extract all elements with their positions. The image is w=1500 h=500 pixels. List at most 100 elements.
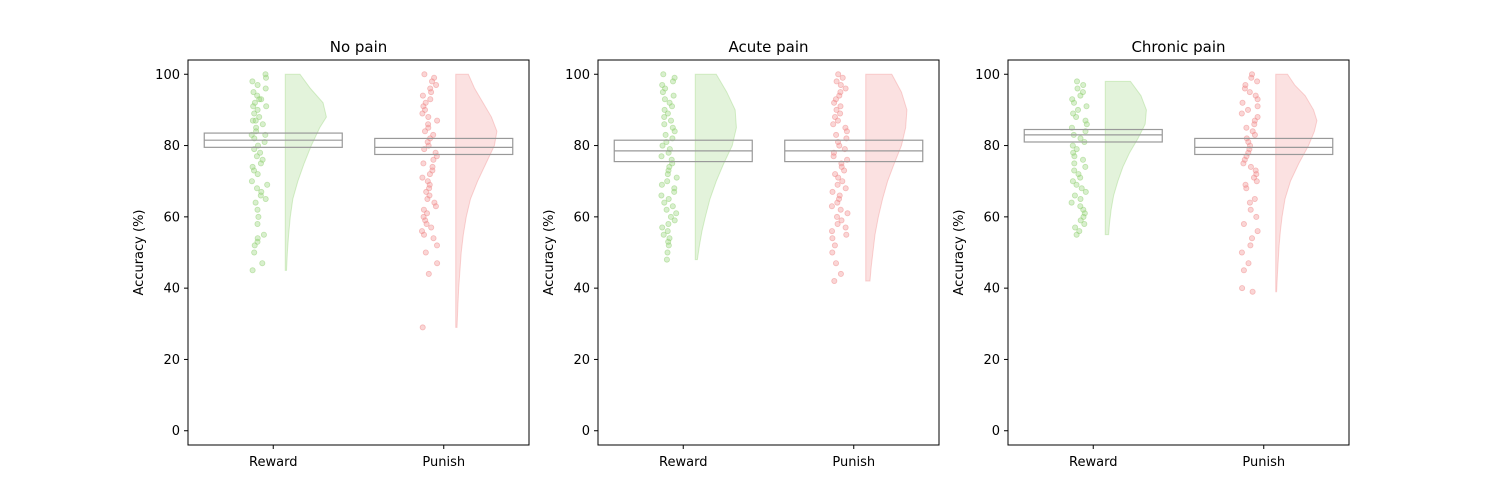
data-point (1240, 267, 1247, 274)
data-point (1082, 163, 1089, 170)
data-point (837, 270, 844, 277)
data-point (425, 270, 432, 277)
data-point (1083, 103, 1090, 110)
data-point (834, 199, 841, 206)
y-tick-label: 60 (163, 210, 180, 225)
chart-title: No pain (330, 38, 388, 56)
data-point (659, 142, 666, 149)
data-point (671, 128, 678, 135)
data-point (833, 131, 840, 138)
y-tick-label: 0 (172, 424, 180, 439)
data-point (251, 249, 258, 256)
data-point (843, 231, 850, 238)
data-point (1247, 206, 1254, 213)
data-point (426, 171, 433, 178)
y-tick-label: 100 (975, 68, 1000, 83)
plot-frame (1007, 59, 1350, 446)
chart-title: Chronic pain (1131, 38, 1225, 56)
data-point (263, 103, 270, 110)
data-point (835, 174, 842, 181)
data-point (1240, 220, 1247, 227)
data-point (254, 82, 261, 89)
data-point (251, 110, 258, 117)
data-point (1245, 106, 1252, 113)
data-point (843, 128, 850, 135)
data-point (428, 89, 435, 96)
data-point (1240, 160, 1247, 167)
data-point (420, 231, 427, 238)
data-point (1073, 146, 1080, 153)
y-tick-label: 40 (573, 282, 590, 297)
data-point (659, 89, 666, 96)
data-point (830, 121, 837, 128)
data-point (839, 178, 846, 185)
data-point (1073, 181, 1080, 188)
data-point (1081, 220, 1088, 227)
data-point (1071, 153, 1078, 160)
data-point (1083, 121, 1090, 128)
data-point (250, 89, 257, 96)
data-point (671, 188, 678, 195)
data-point (673, 174, 680, 181)
data-point (427, 96, 434, 103)
data-point (1254, 96, 1261, 103)
data-point (1251, 131, 1258, 138)
plot-frame (597, 59, 940, 446)
data-point (834, 181, 841, 188)
data-point (837, 103, 844, 110)
data-point (660, 71, 667, 78)
data-point (258, 96, 265, 103)
data-point (1243, 185, 1250, 192)
data-point (1254, 78, 1261, 85)
data-point (428, 224, 435, 231)
data-point (664, 178, 671, 185)
data-point (434, 117, 441, 124)
chart-panel-2: Chronic pain Accuracy (%) 0 20 40 60 80 100 Rewa… (952, 38, 1350, 470)
data-point (264, 181, 271, 188)
data-point (421, 128, 428, 135)
y-tick-label: 40 (163, 282, 180, 297)
data-point (663, 206, 670, 213)
data-point (1239, 285, 1246, 292)
data-point (673, 210, 680, 217)
data-point (420, 160, 427, 167)
data-point (1080, 156, 1087, 163)
data-point (257, 160, 264, 167)
data-point (665, 220, 672, 227)
data-point (1239, 99, 1246, 106)
y-axis-label: Accuracy (%) (132, 210, 147, 296)
data-point (1077, 195, 1084, 202)
data-point (1254, 228, 1261, 235)
data-point (664, 110, 671, 117)
y-tick-label: 80 (983, 139, 1000, 154)
data-point (262, 85, 269, 92)
data-point (837, 110, 844, 117)
data-point (1077, 174, 1084, 181)
box-reward (1023, 128, 1163, 143)
data-point (254, 206, 261, 213)
x-tick-label: Punish (832, 455, 875, 470)
data-point (250, 103, 257, 110)
plot-frame (187, 59, 530, 446)
data-point (1238, 249, 1245, 256)
x-tick-label: Reward (1069, 455, 1117, 470)
data-point (419, 324, 426, 331)
x-tick-label: Punish (1242, 455, 1285, 470)
y-tick-label: 20 (573, 353, 590, 368)
data-point (1069, 142, 1076, 149)
data-point (260, 231, 267, 238)
data-point (1238, 110, 1245, 117)
y-tick-label: 100 (565, 68, 590, 83)
chart-panel-1: Acute pain Accuracy (%) 0 20 40 60 80 100 Reward… (542, 38, 940, 470)
data-point (1071, 99, 1078, 106)
data-point (828, 203, 835, 210)
data-point (1077, 217, 1084, 224)
data-point (1241, 85, 1248, 92)
data-point (421, 71, 428, 78)
data-point (1246, 89, 1253, 96)
data-point (1245, 260, 1252, 267)
data-point (256, 114, 263, 121)
data-point (430, 235, 437, 242)
data-point (836, 142, 843, 149)
y-tick-label: 40 (983, 282, 1000, 297)
